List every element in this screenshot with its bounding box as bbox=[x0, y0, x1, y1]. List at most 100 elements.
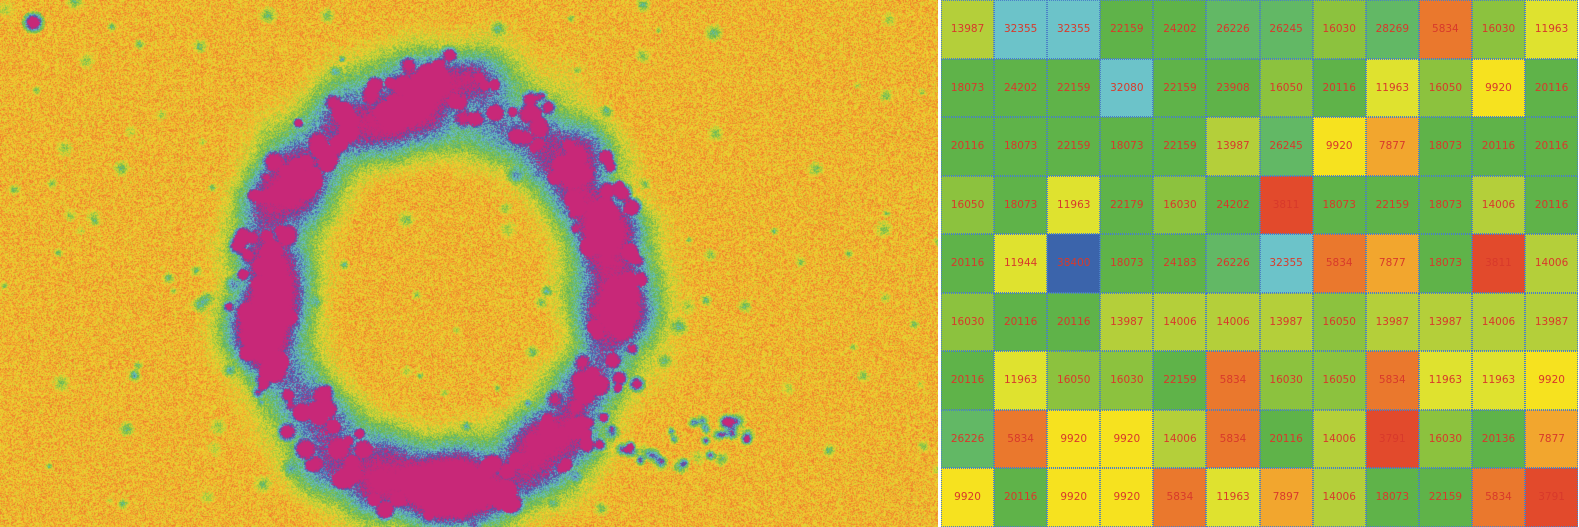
grid-cell: 20116 bbox=[941, 351, 995, 410]
grid-cell: 7877 bbox=[1365, 234, 1419, 293]
grid-cell: 20116 bbox=[1047, 292, 1101, 351]
grid-cell: 11963 bbox=[994, 351, 1048, 410]
grid-cell: 14006 bbox=[1153, 292, 1207, 351]
grid-cell: 22159 bbox=[1153, 351, 1207, 410]
grid-cell: 24202 bbox=[1153, 0, 1207, 59]
grid-cell: 20116 bbox=[1525, 58, 1579, 117]
grid-cell: 32080 bbox=[1100, 58, 1154, 117]
grid-cell: 13987 bbox=[1259, 292, 1313, 351]
grid-cell: 26245 bbox=[1259, 117, 1313, 176]
grid-cell: 3791 bbox=[1365, 409, 1419, 468]
grid-cell: 5834 bbox=[1153, 468, 1207, 527]
grid-cell: 18073 bbox=[1100, 234, 1154, 293]
grid-cell: 16030 bbox=[1418, 409, 1472, 468]
grid-cell: 3811 bbox=[1259, 175, 1313, 234]
heatmap-canvas bbox=[0, 0, 938, 527]
grid-cell: 14006 bbox=[1312, 468, 1366, 527]
grid-cell: 18073 bbox=[1418, 117, 1472, 176]
grid-cell: 14006 bbox=[1471, 175, 1526, 234]
grid-cell: 16050 bbox=[1418, 58, 1472, 117]
grid-cell: 23908 bbox=[1206, 58, 1260, 117]
grid-cell: 5834 bbox=[1418, 0, 1472, 59]
grid-cell: 24202 bbox=[1206, 175, 1260, 234]
grid-cell: 18073 bbox=[941, 58, 995, 117]
grid-cell: 20116 bbox=[1471, 117, 1526, 176]
grid-cell: 26226 bbox=[941, 409, 995, 468]
grid-cell: 20116 bbox=[941, 117, 995, 176]
grid-cell: 16030 bbox=[1471, 0, 1526, 59]
grid-cell: 32355 bbox=[1047, 0, 1101, 59]
grid-cell: 5834 bbox=[994, 409, 1048, 468]
grid-cell: 20116 bbox=[1525, 175, 1579, 234]
panel-divider bbox=[938, 0, 941, 527]
grid-cell: 18073 bbox=[1418, 234, 1472, 293]
grid-cell: 18073 bbox=[994, 175, 1048, 234]
grid-cell: 38400 bbox=[1047, 234, 1101, 293]
grid-cell: 9920 bbox=[1047, 468, 1101, 527]
grid-cell: 7877 bbox=[1525, 409, 1579, 468]
grid-cell: 20116 bbox=[1312, 58, 1366, 117]
grid-cell: 16050 bbox=[1312, 292, 1366, 351]
grid-cell: 13987 bbox=[1206, 117, 1260, 176]
grid-cell: 11963 bbox=[1525, 0, 1579, 59]
grid-cell: 16050 bbox=[941, 175, 995, 234]
grid-cell: 13987 bbox=[1365, 292, 1419, 351]
grid-cell: 16050 bbox=[1259, 58, 1313, 117]
grid-cell: 16030 bbox=[1312, 0, 1366, 59]
grid-cell: 7877 bbox=[1365, 117, 1419, 176]
grid-cell: 5834 bbox=[1365, 351, 1419, 410]
grid-cell: 20116 bbox=[994, 468, 1048, 527]
grid-cell: 3791 bbox=[1525, 468, 1579, 527]
grid-cell: 14006 bbox=[1525, 234, 1579, 293]
grid-cell: 16030 bbox=[941, 292, 995, 351]
grid-cell: 3811 bbox=[1471, 234, 1526, 293]
grid-cell: 22159 bbox=[1047, 58, 1101, 117]
grid-cell: 13987 bbox=[1100, 292, 1154, 351]
grid-cell: 5834 bbox=[1312, 234, 1366, 293]
grid-cell: 26245 bbox=[1259, 0, 1313, 59]
grid-cell: 5834 bbox=[1206, 351, 1260, 410]
grid-cell: 13987 bbox=[1525, 292, 1579, 351]
value-grid-panel: 13987 32355 32355 22159 24202 26226 26245 16030… bbox=[941, 0, 1579, 527]
grid-cell: 11944 bbox=[994, 234, 1048, 293]
grid-cell: 11963 bbox=[1206, 468, 1260, 527]
grid-cell: 22159 bbox=[1153, 58, 1207, 117]
grid-cell: 9920 bbox=[941, 468, 995, 527]
grid-cell: 13987 bbox=[941, 0, 995, 59]
grid-cell: 11963 bbox=[1365, 58, 1419, 117]
grid-cell: 26226 bbox=[1206, 234, 1260, 293]
grid-cell: 9920 bbox=[1312, 117, 1366, 176]
grid-cell: 9920 bbox=[1100, 468, 1154, 527]
grid-cell: 22159 bbox=[1047, 117, 1101, 176]
grid-cell: 11963 bbox=[1047, 175, 1101, 234]
grid-cell: 18073 bbox=[1418, 175, 1472, 234]
grid-cell: 14006 bbox=[1312, 409, 1366, 468]
grid-cell: 24202 bbox=[994, 58, 1048, 117]
grid-cell: 22179 bbox=[1100, 175, 1154, 234]
grid-cell: 13987 bbox=[1418, 292, 1472, 351]
grid-cell: 16050 bbox=[1312, 351, 1366, 410]
grid-cell: 22159 bbox=[1100, 0, 1154, 59]
grid-cell: 9920 bbox=[1525, 351, 1579, 410]
grid-cell: 11963 bbox=[1471, 351, 1526, 410]
grid-cell: 20136 bbox=[1471, 409, 1526, 468]
grid-cell: 14006 bbox=[1153, 409, 1207, 468]
grid-cell: 20116 bbox=[1525, 117, 1579, 176]
grid-cell: 9920 bbox=[1471, 58, 1526, 117]
grid-cell: 22159 bbox=[1153, 117, 1207, 176]
grid-cell: 16030 bbox=[1100, 351, 1154, 410]
grid-cell: 22159 bbox=[1418, 468, 1472, 527]
grid-cell: 32355 bbox=[1259, 234, 1313, 293]
grid-cell: 20116 bbox=[1259, 409, 1313, 468]
grid-cell: 18073 bbox=[1365, 468, 1419, 527]
grid-cell: 5834 bbox=[1206, 409, 1260, 468]
grid-cell: 18073 bbox=[1312, 175, 1366, 234]
grid-cell: 26226 bbox=[1206, 0, 1260, 59]
heatmap-image bbox=[0, 0, 938, 527]
grid-cell: 20116 bbox=[941, 234, 995, 293]
grid-cell: 18073 bbox=[994, 117, 1048, 176]
value-grid: 13987 32355 32355 22159 24202 26226 26245 16030… bbox=[941, 0, 1579, 527]
grid-cell: 9920 bbox=[1047, 409, 1101, 468]
grid-cell: 11963 bbox=[1418, 351, 1472, 410]
grid-cell: 9920 bbox=[1100, 409, 1154, 468]
